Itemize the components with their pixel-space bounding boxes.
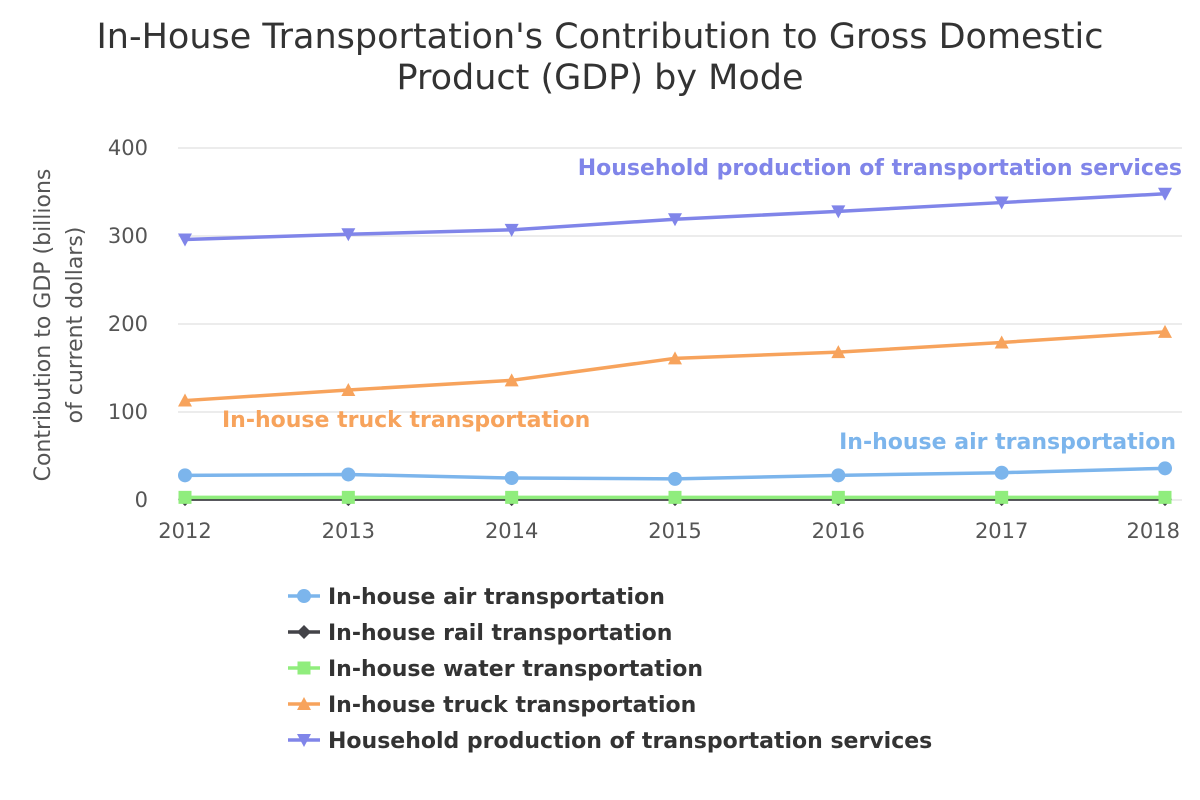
legend-item-in-house-water-transportation: In-house water transportation [288, 657, 703, 682]
y-tick-label: 400 [108, 136, 148, 160]
data-point [504, 223, 519, 237]
series-inline-labels: In-house air transportation In-house truc… [222, 156, 1182, 455]
legend-item-in-house-truck-transportation: In-house truck transportation [288, 693, 696, 718]
data-point [1158, 187, 1172, 201]
y-tick-label: 0 [135, 488, 148, 512]
legend-label: In-house truck transportation [328, 693, 696, 718]
legend-label: In-house water transportation [328, 657, 703, 682]
legend-label: In-house air transportation [328, 585, 665, 610]
data-point [668, 471, 682, 486]
data-point [668, 351, 682, 365]
data-point [995, 490, 1009, 504]
series-line [183, 330, 1167, 403]
data-point [1158, 461, 1172, 476]
data-point [831, 345, 846, 359]
y-axis-title-line-2: of current dollars) [63, 227, 88, 424]
chart-title-line-1: In-House Transportation's Contribution t… [96, 17, 1103, 57]
series-household-production-of-transportation-services [178, 187, 1172, 247]
legend-marker [297, 697, 311, 710]
x-tick-label: 2014 [485, 519, 538, 543]
x-tick-label: 2012 [158, 519, 211, 543]
legend: In-house air transportation In-house rail… [288, 585, 932, 754]
data-point [994, 335, 1009, 349]
data-point [831, 468, 846, 483]
legend-item-household-production-of-transportation-services: Household production of transportation s… [288, 729, 932, 754]
series-in-house-water-transportation [178, 490, 1172, 504]
x-tick-label: 2015 [648, 519, 701, 543]
data-point [341, 490, 355, 504]
data-point [994, 465, 1009, 480]
legend-marker [297, 661, 311, 675]
data-point [178, 468, 192, 483]
data-point [504, 373, 519, 387]
x-tick-label: 2013 [322, 519, 375, 543]
legend-item-in-house-rail-transportation: In-house rail transportation [288, 621, 672, 646]
x-tick-label: 2017 [975, 519, 1028, 543]
data-point [994, 196, 1009, 210]
series-in-house-truck-transportation [178, 324, 1172, 407]
series-label-in-house-truck-transportation: In-house truck transportation [222, 408, 590, 433]
data-point [178, 233, 192, 247]
data-point [668, 490, 682, 504]
series-lines [178, 187, 1172, 507]
series-in-house-air-transportation [178, 461, 1172, 486]
y-tick-label: 100 [108, 400, 148, 424]
y-tick-label: 200 [108, 312, 148, 336]
y-axis-ticks: 0 100 200 300 400 [108, 136, 148, 512]
data-point [1158, 490, 1172, 504]
data-point [505, 490, 519, 504]
data-point [178, 490, 192, 504]
data-point [504, 471, 519, 485]
data-point [668, 213, 682, 227]
legend-label: Household production of transportation s… [328, 729, 932, 754]
legend-marker [297, 625, 311, 639]
data-point [831, 205, 846, 219]
x-axis-ticks: 2012 2013 2014 2015 2016 2017 2018 [158, 519, 1180, 543]
y-tick-label: 300 [108, 224, 148, 248]
x-tick-label: 2016 [812, 519, 865, 543]
data-point [341, 467, 356, 482]
data-point [341, 383, 356, 396]
data-point [1158, 324, 1172, 338]
series-label-in-house-air-transportation: In-house air transportation [839, 430, 1176, 455]
data-point [831, 490, 845, 504]
data-point [341, 228, 356, 242]
legend-marker [297, 589, 311, 603]
legend-marker [297, 734, 311, 747]
legend-item-in-house-air-transportation: In-house air transportation [288, 585, 665, 610]
data-point [178, 393, 192, 407]
y-axis-title-line-1: Contribution to GDP (billions [31, 169, 56, 482]
series-label-household-production-of-transportation-services: Household production of transportation s… [578, 156, 1182, 181]
x-tick-label: 2018 [1127, 519, 1180, 543]
chart-title-line-2: Product (GDP) by Mode [396, 58, 803, 98]
legend-label: In-house rail transportation [328, 621, 672, 646]
